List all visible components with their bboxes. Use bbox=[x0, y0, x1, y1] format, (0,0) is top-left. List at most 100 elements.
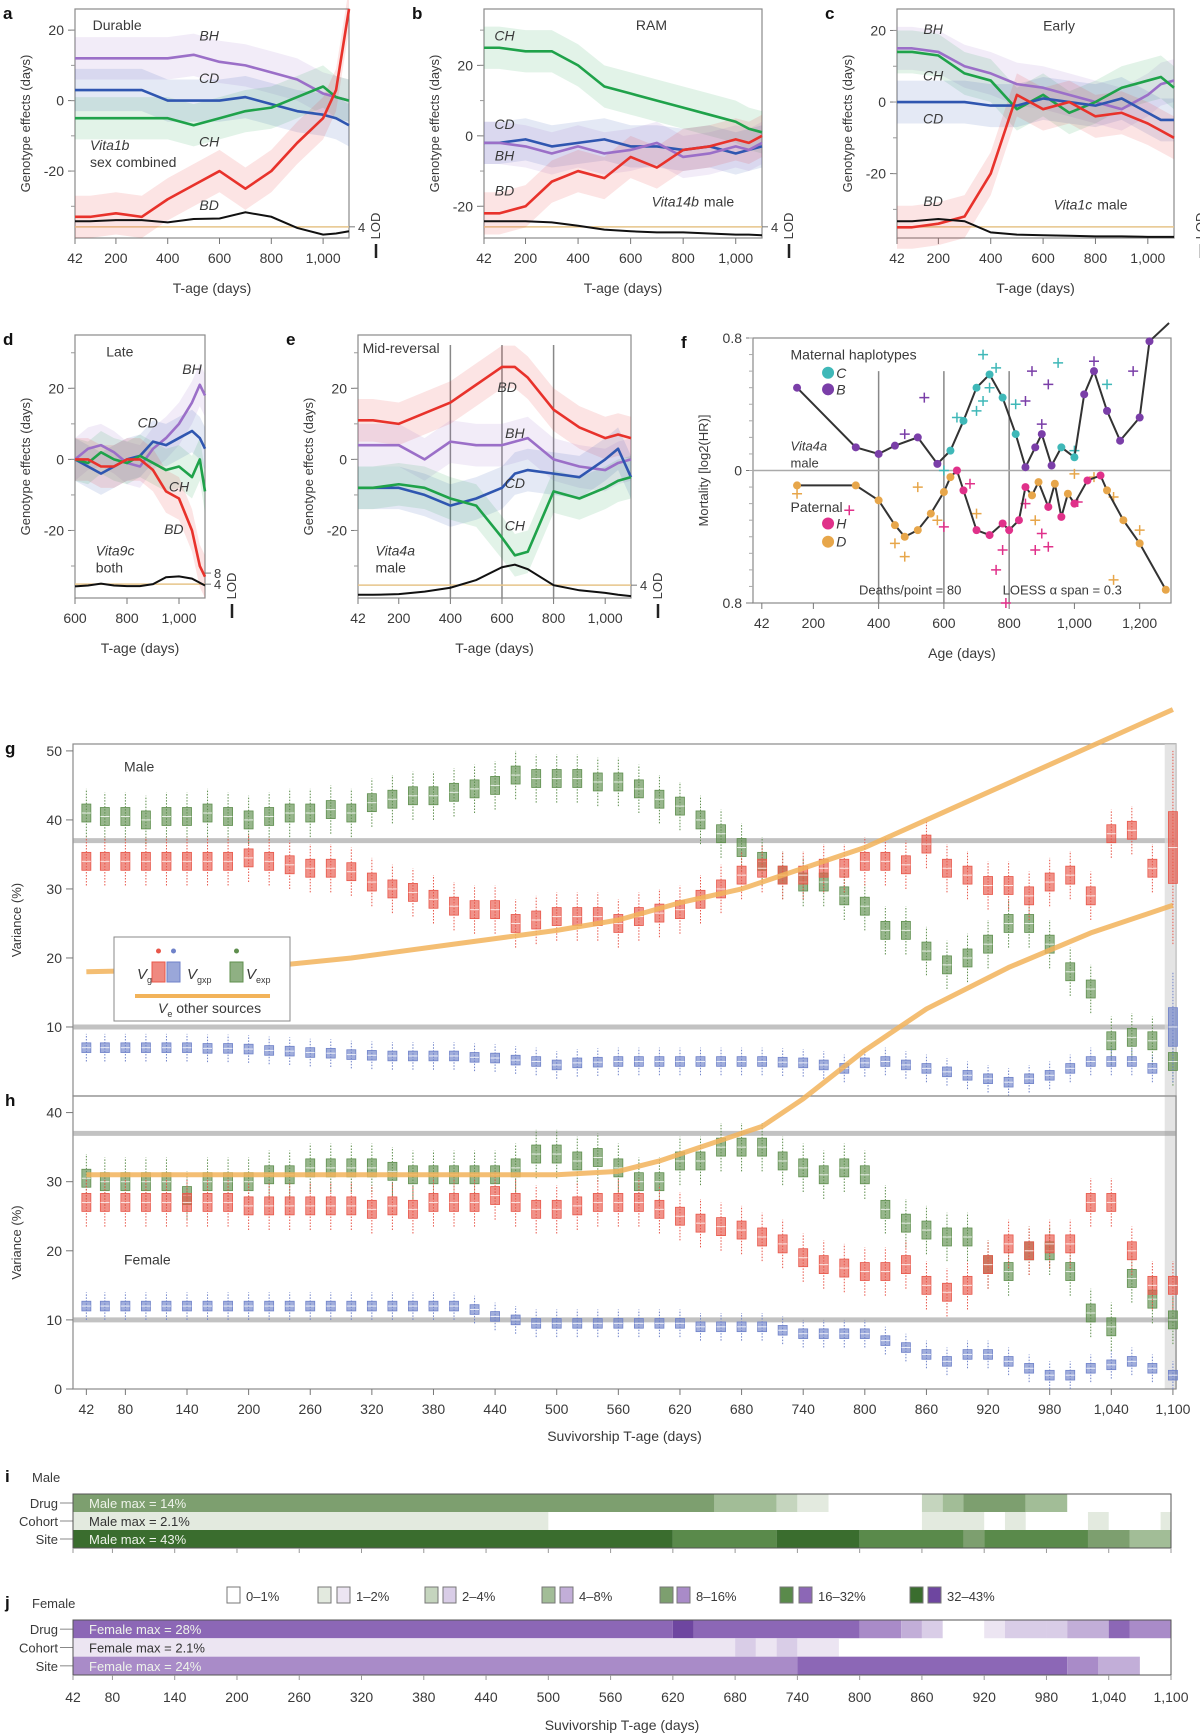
heat-cell bbox=[1129, 1530, 1171, 1548]
y-axis-label: Genotype effects (days) bbox=[301, 398, 316, 536]
box-Vexp bbox=[284, 788, 295, 838]
x-tick-label: 1,040 bbox=[1091, 1689, 1126, 1705]
panel-letter: d bbox=[3, 330, 13, 349]
y-tick-label: 0 bbox=[56, 93, 64, 109]
heat-cell bbox=[1098, 1656, 1140, 1675]
box-Vgxp bbox=[859, 1049, 870, 1077]
locus-context: male bbox=[704, 193, 735, 209]
box-Vgxp bbox=[777, 1048, 788, 1076]
box-Vexp bbox=[613, 757, 624, 807]
y-tick-label: 0 bbox=[54, 1381, 62, 1397]
loess-span-note: LOESS α span = 0.3 bbox=[1003, 583, 1122, 598]
box-Vg bbox=[490, 1171, 500, 1220]
maternal-point-B bbox=[1145, 337, 1154, 346]
box-Vgxp bbox=[223, 1292, 233, 1320]
locus-context: sex combined bbox=[90, 154, 176, 170]
heat-cell bbox=[776, 1638, 798, 1657]
series-label-BD: BD bbox=[199, 197, 218, 213]
box-Vgxp bbox=[592, 1048, 603, 1076]
row-label-drug: Drug bbox=[30, 1496, 58, 1511]
x-tick-label: 560 bbox=[599, 1689, 623, 1705]
x-tick-label: 800 bbox=[1084, 250, 1108, 266]
box-Vgxp bbox=[654, 1309, 665, 1338]
observation-cross-C bbox=[991, 362, 1002, 373]
maternal-point-B bbox=[1135, 413, 1144, 422]
legend-label-vg: Vg bbox=[137, 966, 152, 985]
locus-context: both bbox=[96, 559, 123, 575]
paternal-point-D bbox=[939, 488, 948, 497]
box-Vgxp bbox=[900, 1333, 911, 1362]
row-max-label: Female max = 2.1% bbox=[89, 1641, 205, 1656]
locus-context: male bbox=[376, 559, 407, 575]
paternal-point-D bbox=[793, 481, 802, 490]
legend-swatch bbox=[927, 1586, 942, 1604]
plot-frame bbox=[74, 334, 206, 599]
box-Vexp bbox=[202, 788, 213, 838]
locus-note: Vita14b male bbox=[652, 193, 735, 209]
box-Vgxp bbox=[633, 1047, 644, 1076]
box-Vexp bbox=[551, 754, 562, 803]
box-Vexp bbox=[921, 1205, 932, 1255]
paternal-point-H bbox=[1021, 483, 1030, 492]
ve-other-sources-line bbox=[86, 707, 1174, 975]
box-Vg bbox=[120, 1178, 131, 1227]
legend-swatch bbox=[424, 1586, 439, 1604]
box-Vg bbox=[695, 1198, 706, 1248]
panel-letter: g bbox=[5, 739, 15, 758]
box-Vgxp bbox=[757, 1047, 768, 1076]
observation-cross-D bbox=[1069, 468, 1080, 479]
observation-cross-D bbox=[792, 488, 803, 499]
legend-label-ve: Ve other sources bbox=[158, 1000, 261, 1019]
heat-cell bbox=[797, 1638, 839, 1657]
legend-label-H: H bbox=[836, 515, 847, 531]
box-Vg bbox=[1024, 871, 1035, 920]
series-label-BH: BH bbox=[199, 28, 219, 44]
box-Vg bbox=[1065, 850, 1076, 900]
y-tick-label: 40 bbox=[46, 812, 62, 828]
legend-label: 2–4% bbox=[462, 1589, 496, 1604]
paternal-point-H bbox=[1070, 499, 1079, 508]
heat-cell bbox=[1046, 1620, 1068, 1639]
heat-cell bbox=[797, 1656, 1068, 1675]
x-axis-label: Suvivorship T-age (days) bbox=[545, 1717, 700, 1733]
y-axis-label: Genotype effects (days) bbox=[840, 55, 855, 193]
box-Vg bbox=[716, 864, 726, 914]
x-tick-label: 400 bbox=[156, 250, 180, 266]
row-max-label: Female max = 24% bbox=[89, 1659, 202, 1674]
panel-b: b -20 0 20 Genotype effects (days) 42 200 400 60… bbox=[412, 4, 796, 296]
box-Vg bbox=[859, 1247, 870, 1296]
box-Vexp bbox=[305, 788, 316, 838]
series-line-BH bbox=[75, 53, 350, 102]
box-Vexp bbox=[428, 771, 439, 820]
y-tick-label: 0.8 bbox=[723, 595, 743, 611]
locus-name: Vita1c bbox=[1054, 196, 1093, 212]
heat-frame bbox=[72, 1493, 1172, 1549]
box-Vg bbox=[736, 850, 747, 900]
box-Vg bbox=[202, 837, 213, 886]
x-tick-label: 260 bbox=[299, 1401, 323, 1417]
heat-cell bbox=[859, 1530, 964, 1548]
paternal-point-D bbox=[1034, 478, 1043, 487]
box-Vexp bbox=[716, 1122, 726, 1172]
y-tick-label: 50 bbox=[46, 743, 62, 759]
row-label-cohort: Cohort bbox=[19, 1641, 58, 1656]
x-axis-label: Suvivorship T-age (days) bbox=[547, 1428, 702, 1444]
box-Vexp bbox=[1003, 899, 1014, 948]
heat-cell bbox=[963, 1530, 985, 1548]
legend-label: 8–16% bbox=[696, 1589, 737, 1604]
paternal-point-H bbox=[1096, 471, 1105, 480]
observation-cross-B bbox=[1036, 419, 1047, 430]
legend-swatch-H bbox=[822, 517, 835, 530]
box-Vgxp bbox=[1003, 1347, 1014, 1376]
legend-swatch bbox=[442, 1586, 457, 1604]
series-label-CD: CD bbox=[494, 116, 514, 132]
box-Vexp bbox=[880, 1185, 891, 1234]
locus-note: Vita9c both bbox=[96, 542, 135, 575]
series-line-CD bbox=[897, 97, 1174, 122]
box-Vg bbox=[736, 1205, 747, 1255]
box-Vgxp bbox=[325, 1039, 336, 1068]
x-tick-label: 320 bbox=[360, 1401, 384, 1417]
heat-frame bbox=[72, 1619, 1172, 1676]
box-Vg bbox=[202, 1178, 213, 1227]
box-Vexp bbox=[1106, 1016, 1117, 1065]
